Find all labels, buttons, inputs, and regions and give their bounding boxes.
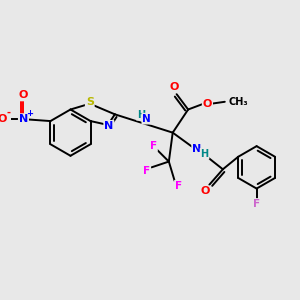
Text: O: O [203,99,212,109]
Text: F: F [143,166,150,176]
Text: O: O [0,114,7,124]
Text: O: O [19,90,28,100]
Text: H: H [200,149,208,159]
Text: S: S [86,97,94,107]
Text: N: N [142,114,151,124]
Text: F: F [175,181,182,191]
Text: -: - [6,107,10,117]
Text: N: N [104,121,113,131]
Text: O: O [170,82,179,92]
Text: H: H [137,110,145,120]
Text: N: N [19,114,28,124]
Text: CH₃: CH₃ [229,97,248,107]
Text: +: + [26,109,33,118]
Text: F: F [150,141,157,151]
Text: N: N [192,144,201,154]
Text: F: F [253,199,260,209]
Text: O: O [201,187,210,196]
